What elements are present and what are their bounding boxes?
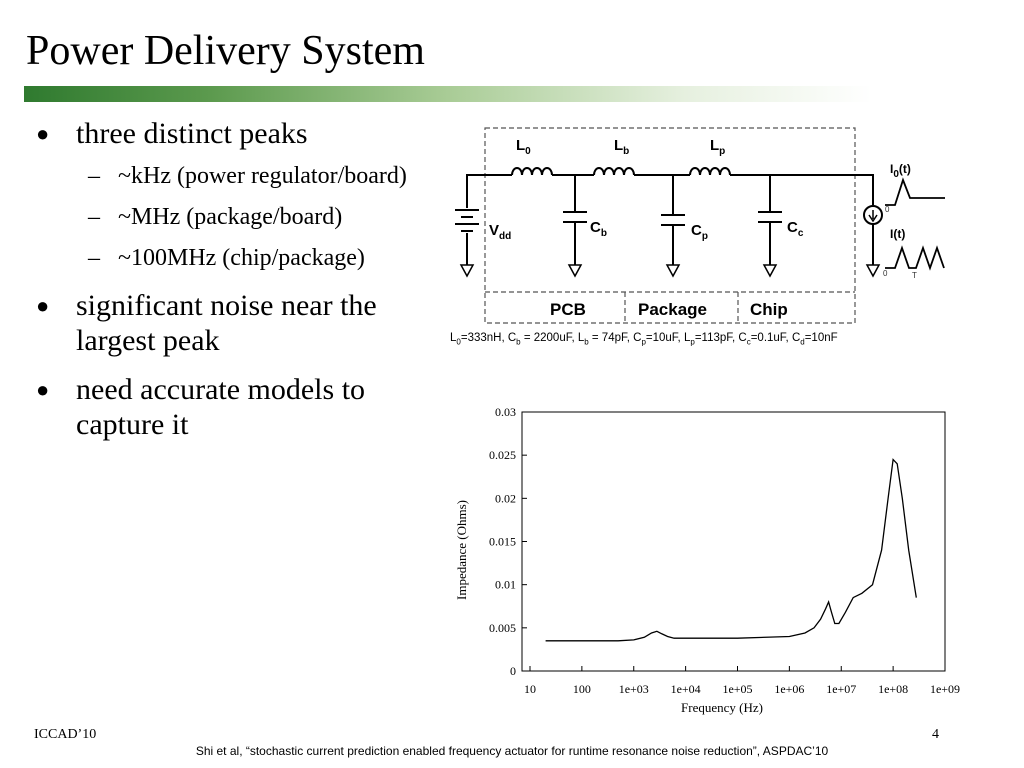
y-axis-label: Impedance (Ohms): [454, 500, 469, 600]
dash-icon: –: [88, 163, 100, 189]
dash-icon: –: [88, 245, 100, 271]
triangle-waveform-icon: [885, 245, 945, 271]
voltage-source-icon: [455, 209, 479, 265]
bullet-dot-icon: ●: [36, 377, 50, 402]
x-tick-label: 1e+04: [671, 682, 701, 696]
sub-bullet-item: – ~100MHz (chip/package): [36, 243, 446, 274]
bullet-text: three distinct peaks: [76, 117, 308, 150]
bullet-item: ● significant noise near the largest pea…: [36, 288, 446, 358]
dash-icon: –: [88, 204, 100, 230]
y-tick-label: 0.02: [495, 491, 516, 505]
inductor-label: Lp: [710, 137, 725, 157]
x-tick-label: 1e+03: [619, 682, 649, 696]
x-tick-label: 1e+05: [722, 682, 752, 696]
x-tick-label: 1e+07: [826, 682, 856, 696]
ground-icon: [762, 264, 778, 278]
source-label: Vdd: [489, 222, 511, 242]
slide-title: Power Delivery System: [26, 28, 425, 74]
circuit-diagram: L0 Lb Lp Vdd Cb Cp Cc PCB Package Chip I…: [455, 127, 945, 324]
ground-icon: [865, 264, 881, 278]
plot-frame: [521, 411, 946, 672]
bullet-text: need accurate models to capture it: [76, 373, 366, 441]
y-tick-label: 0.01: [495, 578, 516, 592]
x-axis-label: Frequency (Hz): [681, 700, 763, 715]
waveform-tick: T: [912, 271, 917, 280]
impedance-plot: 0 0.005 0.01 0.015 0.02 0.025 0.03 10 100 1e+03 1…: [454, 405, 960, 715]
capacitor-cc-icon: [758, 175, 782, 265]
page-number: 4: [932, 727, 939, 742]
bullet-dot-icon: ●: [36, 293, 50, 318]
ground-icon: [567, 264, 583, 278]
region-label-chip: Chip: [750, 300, 788, 319]
inductor-lb-icon: [593, 167, 635, 176]
region-label-package: Package: [638, 300, 707, 319]
capacitor-label: Cp: [691, 222, 708, 242]
footer-conference: ICCAD’10: [34, 727, 97, 742]
bullet-item: ● three distinct peaks: [36, 116, 446, 151]
y-tick-label: 0.015: [489, 535, 516, 549]
x-tick-label: 10: [524, 682, 536, 696]
waveform-tick: 0: [883, 269, 888, 278]
x-tick-label: 1e+08: [878, 682, 908, 696]
waveform-label: I(t): [890, 227, 905, 241]
y-tick-label: 0.005: [489, 621, 516, 635]
inductor-label: L0: [516, 137, 531, 157]
waveform-tick: 0: [885, 205, 890, 214]
region-label-pcb: PCB: [550, 300, 586, 319]
bullet-dot-icon: ●: [36, 121, 50, 146]
sub-bullet-text: ~MHz (package/board): [118, 204, 343, 230]
capacitor-cp-icon: [661, 175, 685, 265]
impedance-curve: [545, 458, 917, 642]
sub-bullet-text: ~kHz (power regulator/board): [118, 163, 407, 189]
component-values-caption: L0=333nH, Cb = 2200uF, Lb = 74pF, Cp=10u…: [450, 332, 838, 347]
x-tick-label: 1e+06: [774, 682, 804, 696]
bullet-list: ● three distinct peaks – ~kHz (power reg…: [36, 116, 446, 452]
y-tick-label: 0.03: [495, 405, 516, 419]
inductor-lp-icon: [689, 167, 731, 176]
inductor-label: Lb: [614, 137, 629, 157]
bullet-item: ● need accurate models to capture it: [36, 372, 446, 442]
waveform-label: I0(t): [890, 162, 911, 180]
dashed-boundary: [484, 127, 856, 324]
current-source-icon: [863, 205, 883, 265]
capacitor-cb-icon: [563, 175, 587, 265]
step-waveform-icon: [885, 177, 945, 206]
x-tick-label: 100: [573, 682, 591, 696]
citation: Shi et al, “stochastic current predictio…: [195, 744, 829, 758]
sub-bullet-item: – ~MHz (package/board): [36, 202, 446, 233]
ground-icon: [665, 264, 681, 278]
sub-bullet-text: ~100MHz (chip/package): [118, 245, 365, 271]
capacitor-label: Cb: [590, 219, 607, 239]
y-tick-label: 0.025: [489, 448, 516, 462]
bullet-text: significant noise near the largest peak: [76, 289, 377, 357]
sub-bullet-item: – ~kHz (power regulator/board): [36, 161, 446, 192]
ground-icon: [459, 264, 475, 278]
x-tick-label: 1e+09: [930, 682, 960, 696]
title-underline-bar: [24, 86, 872, 102]
inductor-l0-icon: [511, 167, 553, 176]
y-tick-label: 0: [510, 664, 516, 678]
capacitor-label: Cc: [787, 219, 804, 239]
